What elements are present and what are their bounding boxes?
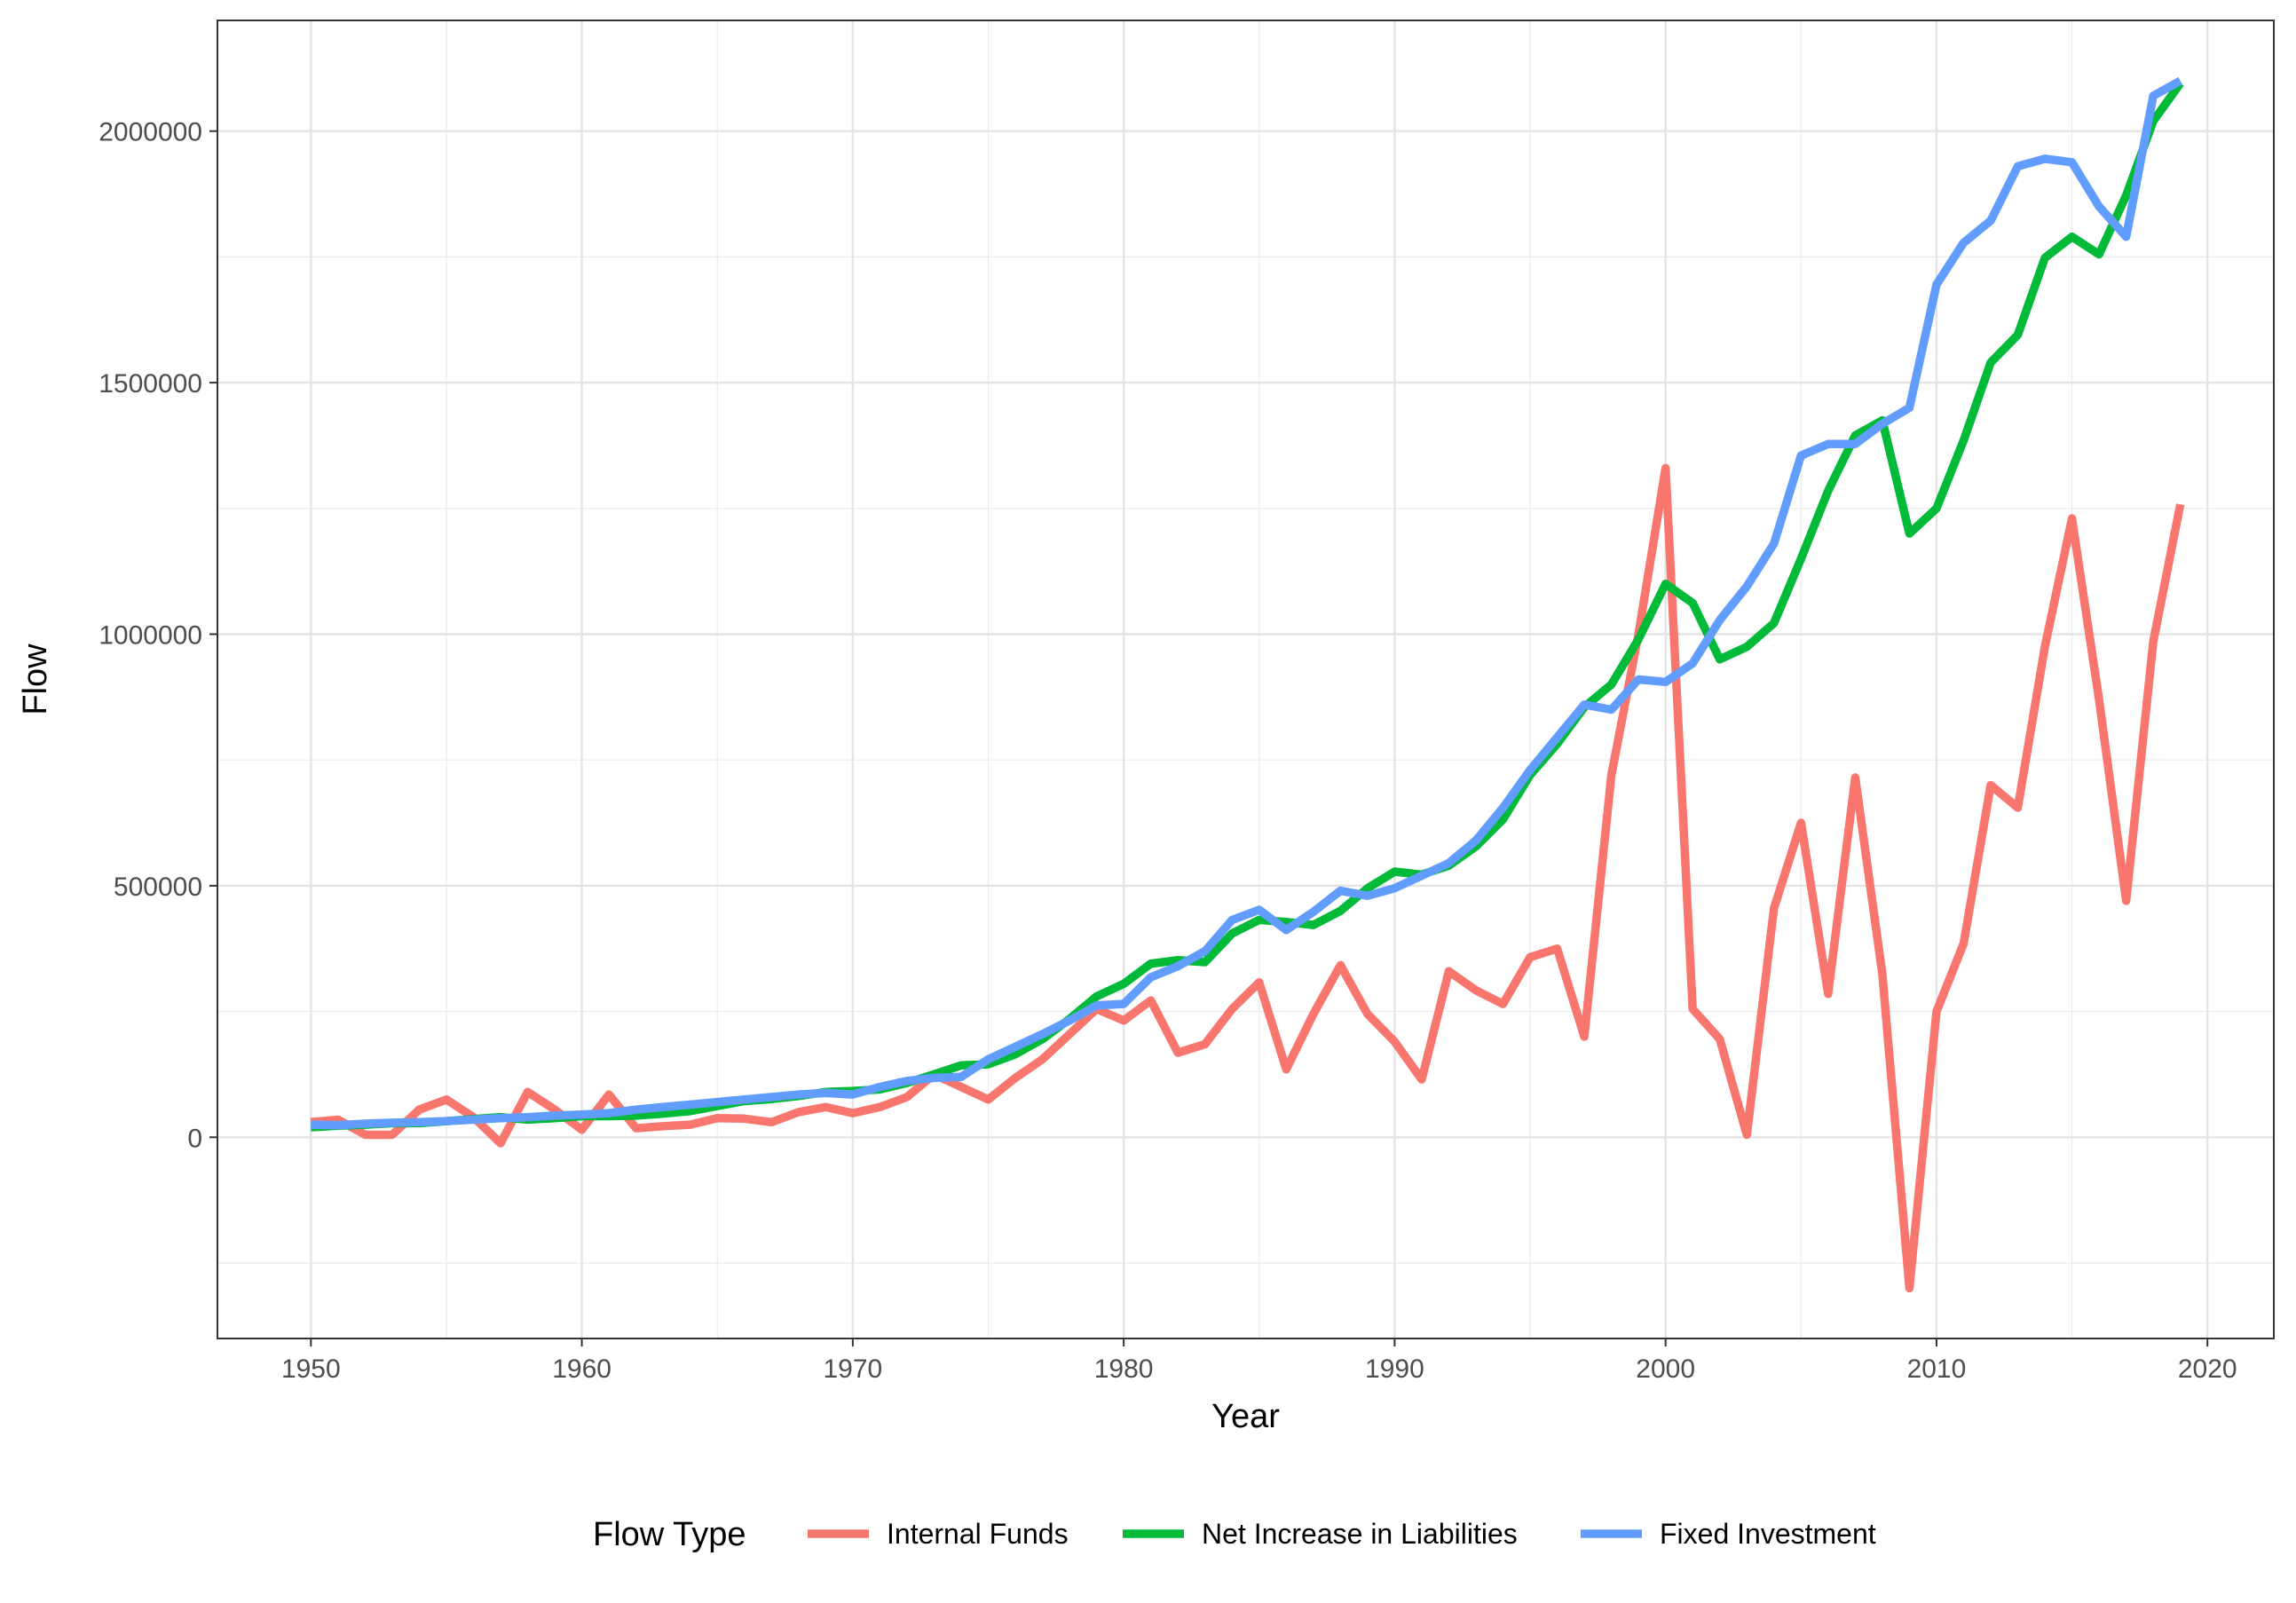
plot-panel-border (217, 20, 2275, 1339)
series-line-fixed-investment (311, 76, 2182, 1130)
x-tick-label: 2010 (1907, 1354, 1967, 1384)
x-axis-title: Year (1211, 1398, 1280, 1435)
y-axis-title: Flow (17, 644, 54, 715)
y-tick-label: 2000000 (99, 118, 202, 147)
x-tick-label: 1950 (281, 1354, 341, 1384)
legend-label: Internal Funds (887, 1518, 1069, 1550)
x-axis-ticks: 1950 1960 1970 1980 1990 2000 2010 2020 (281, 1338, 2237, 1384)
series-line-internal-funds (310, 463, 2185, 1293)
y-tick-label: 1500000 (99, 369, 202, 399)
y-tick-label: 1000000 (99, 620, 202, 650)
x-tick-label: 1960 (552, 1354, 611, 1384)
x-tick-label: 1970 (823, 1354, 882, 1384)
series-line-net-increase-in-liabilities (311, 81, 2184, 1132)
y-axis-ticks: 0 500000 1000000 1500000 2000000 (99, 118, 217, 1153)
legend-title: Flow Type (593, 1516, 746, 1553)
major-gridlines (217, 20, 2274, 1338)
legend: Flow Type Internal Funds Net Increase in … (593, 1516, 1876, 1553)
x-tick-label: 2000 (1636, 1354, 1695, 1384)
x-tick-label: 1990 (1365, 1354, 1424, 1384)
x-tick-label: 1980 (1094, 1354, 1154, 1384)
legend-label: Fixed Investment (1660, 1518, 1876, 1550)
series-lines (310, 76, 2185, 1293)
y-tick-label: 500000 (114, 873, 202, 902)
legend-label: Net Increase in Liabilities (1202, 1518, 1518, 1550)
y-tick-label: 0 (187, 1124, 202, 1153)
minor-gridlines (217, 20, 2274, 1338)
x-tick-label: 2020 (2178, 1354, 2237, 1384)
